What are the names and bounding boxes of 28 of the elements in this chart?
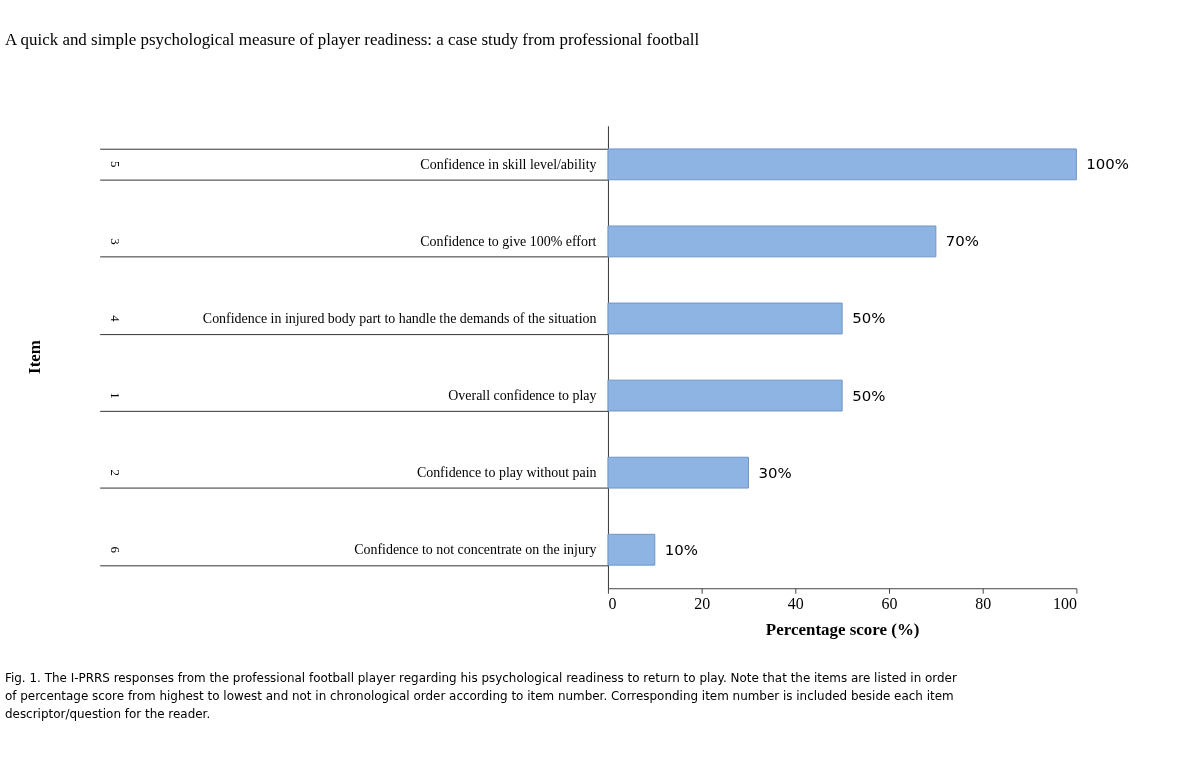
y-tick-label: Confidence in injured body part to handle the demands of the situation <box>202 310 597 326</box>
y-tick-label: Overall confidence to play <box>448 388 597 404</box>
x-tick-label: 80 <box>975 594 992 612</box>
x-tick-label: 60 <box>881 594 898 612</box>
data-label: 70% <box>945 232 980 251</box>
data-label: 10% <box>664 540 698 559</box>
y2-tick-label: 3 <box>107 238 123 245</box>
data-label: 50% <box>852 386 886 405</box>
y2-tick-label: 1 <box>107 392 123 399</box>
caption: Fig. 1. The I-PRRS responses from the professional football player regarding his psychological readiness to return to play. Note that the items are listed in order of percentage score from highest to lowest and not in chronological order according to item number. Corresponding item number is included beside each item descriptor/question for the reader. <box>4 670 957 721</box>
y-tick-label: Confidence to give 100% effort <box>420 233 597 249</box>
x-tick-label: 100 <box>1052 594 1077 612</box>
data-label: 100% <box>1086 155 1130 174</box>
y2-tick-label: 6 <box>107 546 123 554</box>
text: A quick and simple psychological measure of player readiness: a case study from professional football <box>4 30 700 50</box>
x-tick-label: 40 <box>787 594 804 612</box>
y2-tick-label: 5 <box>107 161 123 168</box>
x-tick-label: 0 <box>608 594 617 612</box>
text: Item <box>24 340 44 374</box>
y2-tick-label: 2 <box>107 469 123 476</box>
data-label: 50% <box>852 309 886 328</box>
x-axis-title: Percentage score (%) <box>765 619 920 639</box>
y-tick-label: Confidence in skill level/ability <box>420 156 597 172</box>
y2-tick-label: 4 <box>107 315 123 323</box>
data-label: 30% <box>758 463 792 482</box>
y-tick-label: Confidence to play without pain <box>416 465 597 481</box>
x-tick-label: 20 <box>694 594 711 612</box>
y-tick-label: Confidence to not concentrate on the injury <box>354 542 597 558</box>
